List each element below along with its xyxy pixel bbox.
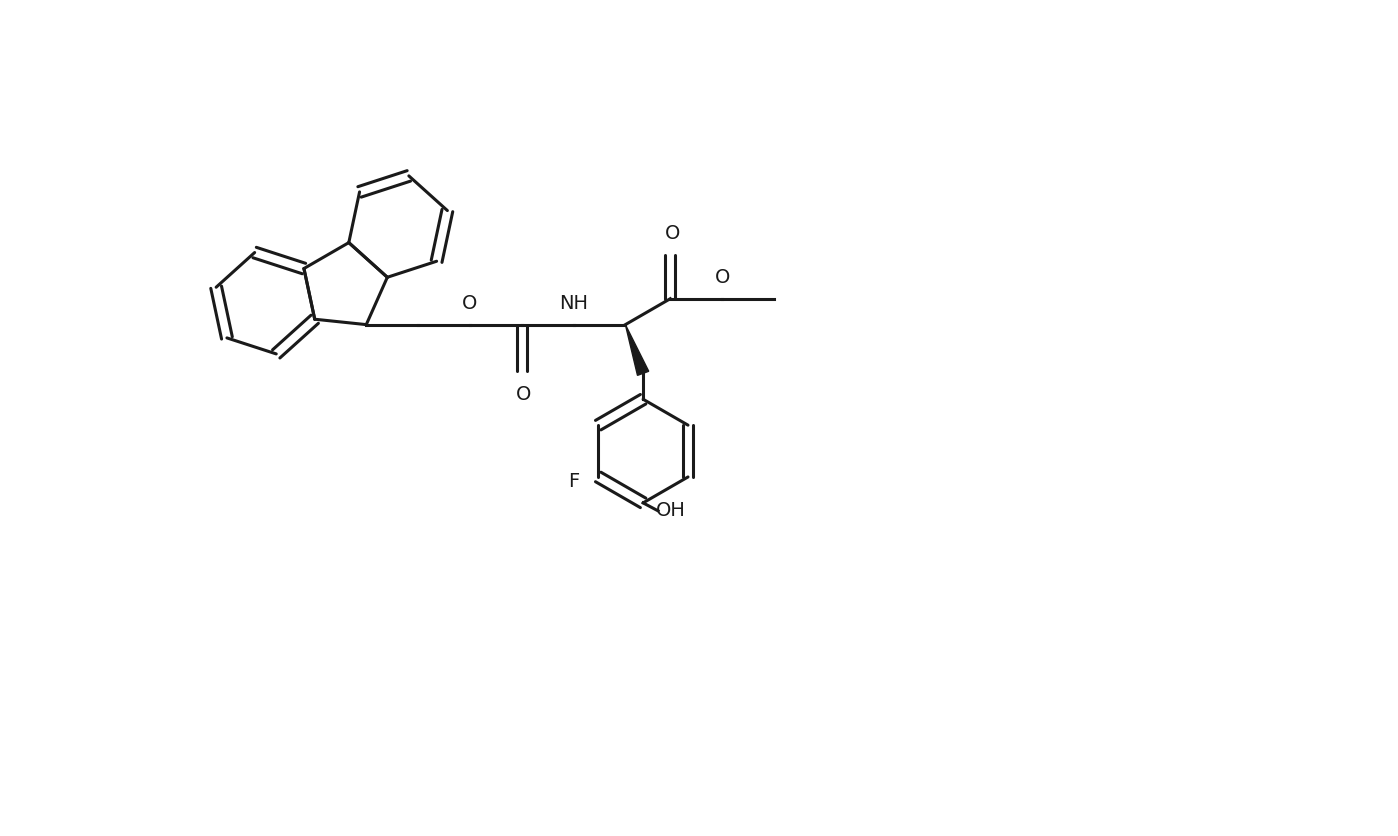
Text: O: O (463, 293, 478, 313)
Text: O: O (516, 385, 531, 405)
Text: O: O (714, 268, 730, 287)
Text: NH: NH (559, 293, 589, 313)
Text: OH: OH (656, 502, 686, 520)
Text: F: F (568, 472, 579, 492)
Polygon shape (625, 324, 649, 375)
Text: O: O (664, 224, 679, 242)
